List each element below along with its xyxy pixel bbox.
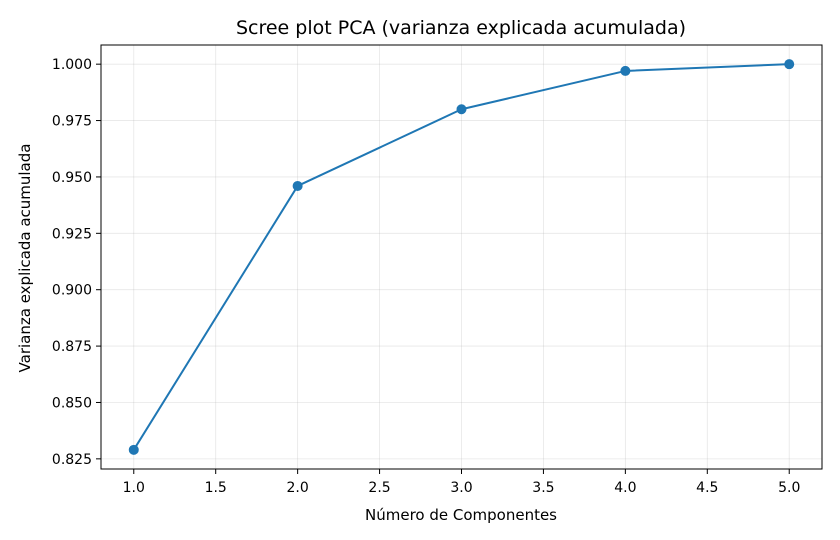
x-tick-label: 3.0	[450, 480, 472, 496]
data-point	[784, 59, 795, 70]
x-tick-label: 1.5	[205, 480, 227, 496]
x-axis-label: Número de Componentes	[365, 506, 557, 524]
data-point	[456, 104, 467, 115]
y-tick-label: 1.000	[52, 57, 92, 73]
grid-layer	[101, 45, 822, 469]
data-point	[292, 180, 303, 191]
chart-title: Scree plot PCA (varianza explicada acumu…	[236, 17, 686, 39]
y-tick-label: 0.875	[52, 339, 92, 355]
y-tick-label: 0.975	[52, 114, 92, 130]
y-tick-label: 0.950	[52, 170, 92, 186]
axes-layer: 1.0 1.5 2.0 2.5 3.0 3.5 4.0 4.5 5.0 0.825 0.850 0.8…	[52, 44, 823, 496]
x-tick-label: 3.5	[532, 480, 554, 496]
y-tick-label: 0.925	[52, 226, 92, 242]
data-point	[620, 65, 631, 76]
x-tick-label: 4.0	[614, 480, 636, 496]
x-tick-label: 2.5	[368, 480, 390, 496]
series-layer	[128, 59, 795, 455]
y-tick-label: 0.825	[52, 452, 92, 468]
x-tick-label: 5.0	[778, 480, 800, 496]
y-tick-label: 0.850	[52, 395, 92, 411]
x-tick-label: 2.0	[287, 480, 309, 496]
y-axis-label: Varianza explicada acumulada	[16, 144, 34, 373]
data-point	[128, 444, 139, 455]
x-tick-label: 1.0	[123, 480, 145, 496]
x-tick-label: 4.5	[696, 480, 718, 496]
y-tick-label: 0.900	[52, 283, 92, 299]
